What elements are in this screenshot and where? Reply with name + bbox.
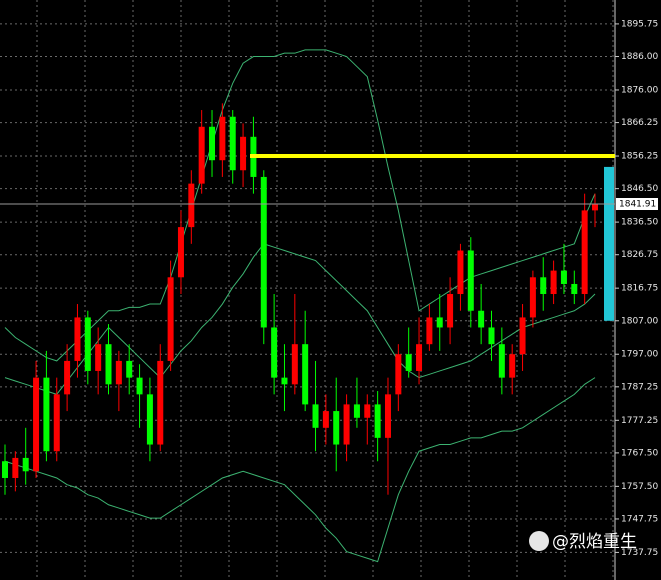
candle-body: [509, 354, 516, 378]
candle-body: [74, 317, 81, 361]
candle-body: [105, 344, 112, 385]
candle-body: [498, 344, 505, 378]
y-tick-label: 1836.50: [621, 218, 658, 228]
candle-body: [84, 317, 91, 371]
candle-body: [136, 377, 143, 395]
candle-body: [519, 317, 526, 355]
candle-body: [395, 354, 402, 395]
y-tick-label: 1876.00: [621, 85, 658, 95]
y-tick-label: 1807.00: [621, 316, 658, 326]
candle-body: [322, 411, 329, 428]
candle-body: [219, 116, 226, 161]
y-tick-label: 1737.75: [621, 548, 658, 558]
candle-body: [33, 377, 40, 472]
candle-body: [540, 277, 547, 295]
candle-body: [95, 344, 102, 371]
candle-body: [374, 404, 381, 438]
y-tick-label: 1787.25: [621, 382, 658, 392]
candle-body: [457, 250, 464, 295]
y-tick-label: 1777.25: [621, 416, 658, 426]
candle-body: [281, 377, 288, 385]
band-line: [4, 49, 596, 362]
bid-label: 1841.91: [619, 200, 656, 210]
candle-body: [333, 411, 340, 445]
band-line: [4, 377, 596, 563]
y-tick-label: 1797.00: [621, 350, 658, 360]
candle-body: [209, 126, 216, 161]
candle-body: [416, 344, 423, 371]
candle-body: [43, 377, 50, 452]
candle-body: [353, 404, 360, 418]
candle-body: [198, 126, 205, 184]
y-tick-label: 1816.75: [621, 284, 658, 294]
y-tick-label: 1866.25: [621, 118, 658, 128]
bid-label-box: [616, 198, 658, 211]
y-tick-label: 1747.75: [621, 514, 658, 524]
watermark-icon: [529, 531, 549, 551]
candle-body: [157, 360, 164, 445]
candle-body: [550, 270, 557, 295]
candle-body: [581, 210, 588, 295]
candle-body: [467, 250, 474, 311]
candle-body: [560, 270, 567, 284]
candle-body: [478, 310, 485, 328]
y-tick-label: 1846.50: [621, 184, 658, 194]
candle-body: [146, 394, 153, 445]
candle-body: [64, 360, 71, 395]
y-tick-label: 1826.75: [621, 250, 658, 260]
candle-body: [229, 116, 236, 171]
band-line: [4, 243, 596, 395]
candle-body: [384, 394, 391, 438]
candle-body: [126, 360, 133, 378]
y-tick-label: 1767.50: [621, 448, 658, 458]
candle-body: [447, 294, 454, 328]
y-tick-label: 1856.25: [621, 152, 658, 162]
candle-body: [188, 183, 195, 228]
watermark: @烈焰重生: [552, 532, 637, 552]
range-bar: [604, 166, 614, 321]
y-tick-label: 1886.00: [621, 52, 658, 62]
candle-body: [426, 317, 433, 345]
candle-body: [592, 203, 598, 211]
candle-body: [302, 344, 309, 405]
candle-body: [167, 277, 174, 361]
candle-body: [436, 317, 443, 328]
candle-body: [53, 394, 60, 452]
candle-body: [12, 457, 19, 478]
candle-body: [405, 354, 412, 371]
candle-body: [312, 404, 319, 428]
candle-body: [488, 327, 495, 345]
candle-body: [2, 461, 8, 478]
candle-body: [240, 136, 247, 171]
candle-body: [271, 327, 278, 378]
y-tick-label: 1757.50: [621, 482, 658, 492]
candle-body: [22, 457, 29, 472]
y-tick-label: 1895.75: [621, 19, 658, 29]
candle-body: [177, 227, 184, 278]
candle-body: [571, 283, 578, 295]
candle-body: [291, 344, 298, 385]
candle-body: [115, 360, 122, 385]
candle-body: [529, 277, 536, 318]
candle-body: [343, 404, 350, 445]
candle-body: [364, 404, 371, 418]
candle-body: [260, 176, 267, 328]
